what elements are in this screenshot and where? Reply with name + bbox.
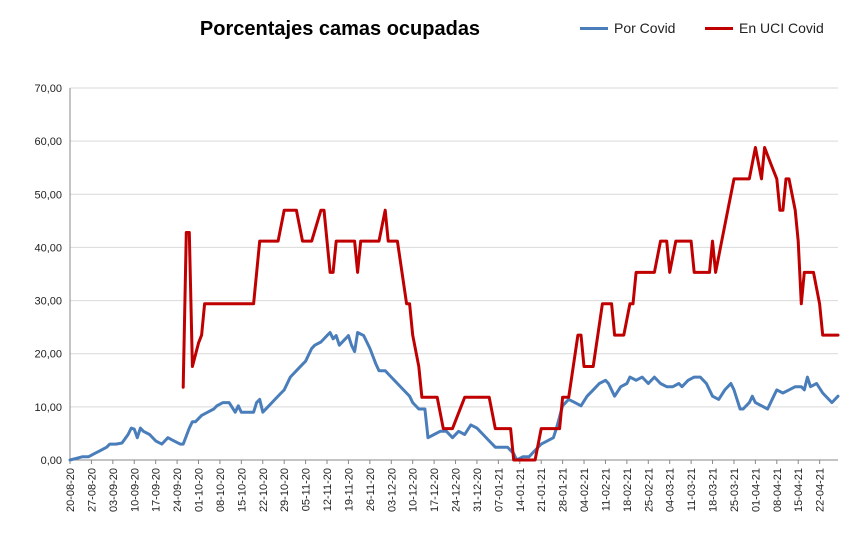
x-tick-label: 04-03-21 [665, 468, 677, 512]
x-tick-label: 10-12-20 [408, 468, 420, 512]
x-tick-label: 17-09-20 [151, 468, 163, 512]
series-lines [68, 146, 840, 462]
x-tick-label: 08-10-20 [215, 468, 227, 512]
legend-item-en-uci-covid: En UCI Covid [705, 19, 824, 37]
legend-swatch-por-covid [580, 26, 608, 30]
x-tick-label: 27-08-20 [86, 468, 98, 512]
chart-title: Porcentajes camas ocupadas [199, 18, 481, 40]
y-tick-label: 50,00 [34, 189, 62, 201]
x-tick-label: 18-02-21 [622, 468, 634, 512]
series-line-por-covid [68, 331, 840, 462]
x-tick-label: 24-12-20 [451, 468, 463, 512]
x-tick-label: 25-02-21 [643, 468, 655, 512]
x-tick-label: 19-11-20 [343, 468, 355, 511]
x-tick-label: 22-04-21 [815, 468, 827, 512]
x-tick-label: 15-04-21 [793, 468, 805, 512]
x-tick-label: 05-11-20 [301, 468, 313, 511]
x-tick-label: 01-04-21 [750, 468, 762, 512]
axes [69, 88, 838, 464]
x-tick-label: 12-11-20 [322, 468, 334, 511]
x-tick-label: 03-12-20 [386, 468, 398, 512]
y-tick-label: 60,00 [34, 136, 62, 148]
x-tick-label: 11-03-21 [686, 468, 698, 511]
x-tick-label: 04-02-21 [579, 468, 591, 512]
y-tick-label: 20,00 [34, 349, 62, 361]
x-tick-label: 07-01-21 [493, 468, 505, 512]
legend-label-en-uci-covid: En UCI Covid [739, 20, 824, 36]
y-tick-label: 40,00 [34, 242, 62, 254]
series-line-en-uci-covid [181, 146, 840, 462]
legend-item-por-covid: Por Covid [580, 19, 675, 37]
x-tick-label: 22-10-20 [258, 468, 270, 512]
x-tick-label: 18-03-21 [708, 468, 720, 512]
y-tick-label: 70,00 [34, 83, 62, 95]
x-tick-label: 15-10-20 [236, 468, 248, 512]
x-tick-label: 17-12-20 [429, 468, 441, 512]
x-tick-label: 26-11-20 [365, 468, 377, 511]
x-tick-label: 08-04-21 [772, 468, 784, 512]
x-tick-label: 03-09-20 [108, 468, 120, 512]
x-tick-label: 29-10-20 [279, 468, 291, 512]
y-tick-label: 10,00 [34, 402, 62, 414]
x-tick-labels: 20-08-20 27-08-20 03-09-20 10-09-20 17-09-20… [65, 468, 827, 512]
x-tick-label: 11-02-21 [600, 468, 612, 511]
x-tick-label: 21-01-21 [536, 468, 548, 512]
legend-swatch-en-uci-covid [705, 26, 733, 30]
x-tick-label: 01-10-20 [194, 468, 206, 512]
x-tick-label: 25-03-21 [729, 468, 741, 512]
x-tick-label: 28-01-21 [558, 468, 570, 512]
y-tick-labels: 0,00 10,00 20,00 30,00 40,00 50,00 60,00 70,00 [34, 83, 62, 467]
gridlines [70, 87, 838, 408]
y-tick-label: 0,00 [41, 455, 62, 467]
x-tick-label: 20-08-20 [65, 468, 77, 512]
x-tick-label: 14-01-21 [515, 468, 527, 512]
x-tick-label: 10-09-20 [129, 468, 141, 512]
legend-label-por-covid: Por Covid [614, 20, 676, 36]
x-tick-label: 31-12-20 [472, 468, 484, 512]
x-tick-label: 24-09-20 [172, 468, 184, 512]
y-tick-label: 30,00 [34, 296, 62, 308]
